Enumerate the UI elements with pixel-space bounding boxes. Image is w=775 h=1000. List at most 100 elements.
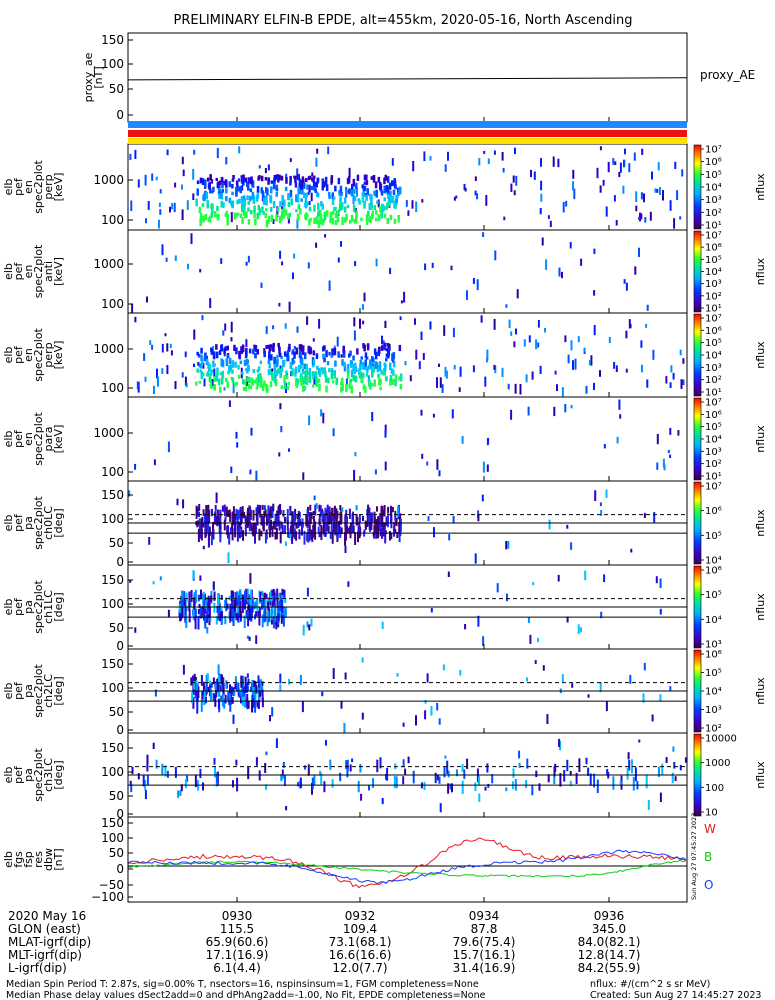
heatmap-cell [231,369,234,374]
heatmap-cell [373,190,376,196]
heatmap-cell [151,173,154,181]
legend-label-w: W [704,822,716,836]
heatmap-cell [411,200,414,209]
heatmap-cell [541,237,544,246]
heatmap-cell [276,588,279,601]
heatmap-cell [196,683,199,692]
heatmap-cell [229,608,232,622]
heatmap-cell [381,797,384,805]
heatmap-cell [136,381,139,390]
ephemeris-value: 6.1(4.4) [213,961,261,975]
heatmap-cell [272,203,276,208]
heatmap-cell [482,461,485,473]
heatmap-cell [369,359,372,364]
colorbar-tick-label: 10000 [705,734,737,745]
y-tick-label: 100 [101,213,124,227]
heatmap-cell [220,358,223,367]
heatmap-cell [220,176,224,183]
colorbar-tick-label: 10¹ [705,472,722,483]
y-tick-label: 50 [109,846,124,860]
heatmap-cell [251,700,254,713]
heatmap-cell [384,377,388,381]
heatmap-cell [674,161,677,169]
heatmap-cell [336,336,339,347]
heatmap-cell [243,615,246,629]
heatmap-cell [212,677,215,685]
heatmap-cell [195,679,198,685]
heatmap-cell [182,499,185,509]
y-axis-label-line: spec2plot [32,244,45,298]
heatmap-cell [389,375,393,381]
heatmap-cell [265,751,268,756]
heatmap-cell [216,516,219,527]
heatmap-cell [513,190,516,196]
heatmap-cell [483,150,486,154]
heatmap-cell [368,203,371,211]
heatmap-cell [356,348,359,355]
heatmap-cell [380,522,383,528]
heatmap-cell [193,363,195,368]
heatmap-cell [594,490,597,501]
heatmap-cell [239,593,242,603]
heatmap-cell [379,205,382,213]
heatmap-cell [523,339,526,347]
heatmap-cell [259,505,262,518]
heatmap-cell [415,349,418,360]
y-tick-label: 150 [101,573,124,587]
heatmap-cell [300,380,303,387]
heatmap-cell [577,336,580,343]
heatmap-cell [261,591,264,596]
heatmap-cell [262,197,266,205]
heatmap-cell [466,758,469,769]
heatmap-cell [391,379,394,385]
heatmap-cell [247,177,251,184]
heatmap-cell [350,215,354,222]
heatmap-cell [295,531,298,541]
heatmap-cell [279,531,282,544]
heatmap-cell [203,695,206,706]
heatmap-cell [346,204,350,209]
heatmap-cell [153,385,155,395]
heatmap-cell [283,381,287,389]
heatmap-cell [218,521,221,534]
heatmap-cell [209,617,212,622]
heatmap-cell [240,175,243,179]
heatmap-cell [343,361,346,368]
heatmap-cell [248,518,251,532]
heatmap-cell [414,318,416,325]
heatmap-cell [474,176,477,181]
heatmap-cell [383,522,386,532]
y-tick-label: −100 [91,890,124,904]
heatmap-cell [262,192,265,200]
heatmap-cell [260,175,264,182]
heatmap-cell [443,325,446,336]
heatmap-cell [294,366,298,374]
heatmap-cell [324,526,327,537]
heatmap-cell [226,354,229,359]
y-tick-label: 0 [116,862,124,876]
y-tick-label: 150 [101,657,124,671]
heatmap-cell [472,278,475,284]
heatmap-cell [285,374,289,380]
heatmap-cell [317,211,320,217]
heatmap-cell [308,206,312,212]
y-tick-label: 0 [116,555,124,569]
heatmap-cell [232,689,235,695]
heatmap-cell [577,624,580,634]
heatmap-cell [363,174,367,181]
heatmap-cell [578,758,581,772]
heatmap-cell [386,217,389,224]
heatmap-cell [669,200,672,211]
heatmap-cell [228,693,231,701]
heatmap-cell [253,602,256,610]
heatmap-cell [323,527,326,532]
heatmap-cell [505,304,508,308]
x-tick-label: 0932 [345,909,376,923]
heatmap-cell [209,376,212,383]
heatmap-cell [570,405,573,409]
heatmap-cell [184,606,187,617]
heatmap-cell [346,178,350,185]
heatmap-cell [569,242,572,249]
heatmap-cell [359,359,362,365]
heatmap-cell [360,217,363,222]
